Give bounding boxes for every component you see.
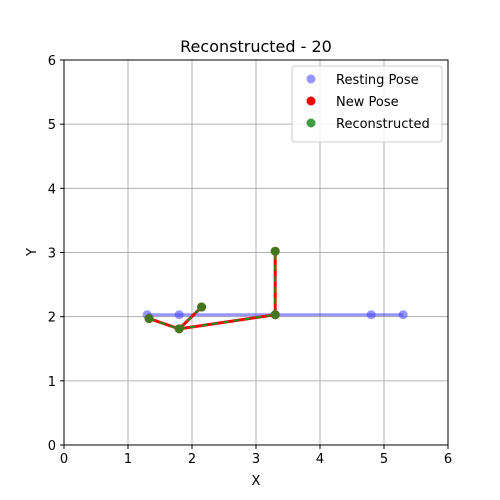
legend: Resting Pose New Pose Reconstructed xyxy=(291,65,443,143)
pose-lines xyxy=(147,251,404,331)
chart-title: Reconstructed - 20 xyxy=(180,37,332,56)
reconstructed-segment xyxy=(178,306,203,330)
y-tick-label: 0 xyxy=(48,439,56,454)
x-tick-label: 0 xyxy=(60,452,68,467)
y-tick-label: 2 xyxy=(48,311,56,326)
resting-pose-point xyxy=(366,310,376,320)
y-tick-label: 6 xyxy=(48,54,56,69)
legend-label-reconstructed: Reconstructed xyxy=(336,117,430,132)
y-axis-label: Y xyxy=(25,248,40,257)
y-tick-label: 4 xyxy=(48,182,56,197)
legend-label-new-pose: New Pose xyxy=(336,95,399,110)
reconstructed-segment xyxy=(179,313,276,330)
reconstructed-point xyxy=(174,324,184,334)
y-axis-ticks: 0 1 2 3 4 5 6 xyxy=(48,54,64,454)
x-tick-label: 6 xyxy=(444,452,452,467)
reconstructed-point xyxy=(270,310,280,320)
x-tick-label: 2 xyxy=(188,452,196,467)
reconstructed-segment xyxy=(148,317,180,330)
y-tick-label: 3 xyxy=(48,247,56,262)
x-tick-label: 3 xyxy=(252,452,260,467)
reconstructed-point xyxy=(270,246,280,256)
pose-points xyxy=(142,246,408,334)
x-tick-label: 1 xyxy=(124,452,132,467)
resting-pose-point xyxy=(174,310,184,320)
x-tick-label: 4 xyxy=(316,452,324,467)
reconstructed-point xyxy=(144,314,154,324)
legend-marker-new-pose xyxy=(306,96,316,106)
reconstructed-point xyxy=(197,302,207,312)
y-tick-label: 5 xyxy=(48,118,56,133)
x-axis-ticks: 0 1 2 3 4 5 6 xyxy=(60,445,452,467)
resting-pose-point xyxy=(398,310,408,320)
x-axis-label: X xyxy=(252,474,261,489)
legend-label-resting-pose: Resting Pose xyxy=(336,73,419,88)
x-tick-label: 5 xyxy=(380,452,388,467)
legend-marker-resting-pose xyxy=(306,74,316,84)
legend-marker-reconstructed xyxy=(306,118,316,128)
y-tick-label: 1 xyxy=(48,375,56,390)
legend-box xyxy=(291,65,443,143)
